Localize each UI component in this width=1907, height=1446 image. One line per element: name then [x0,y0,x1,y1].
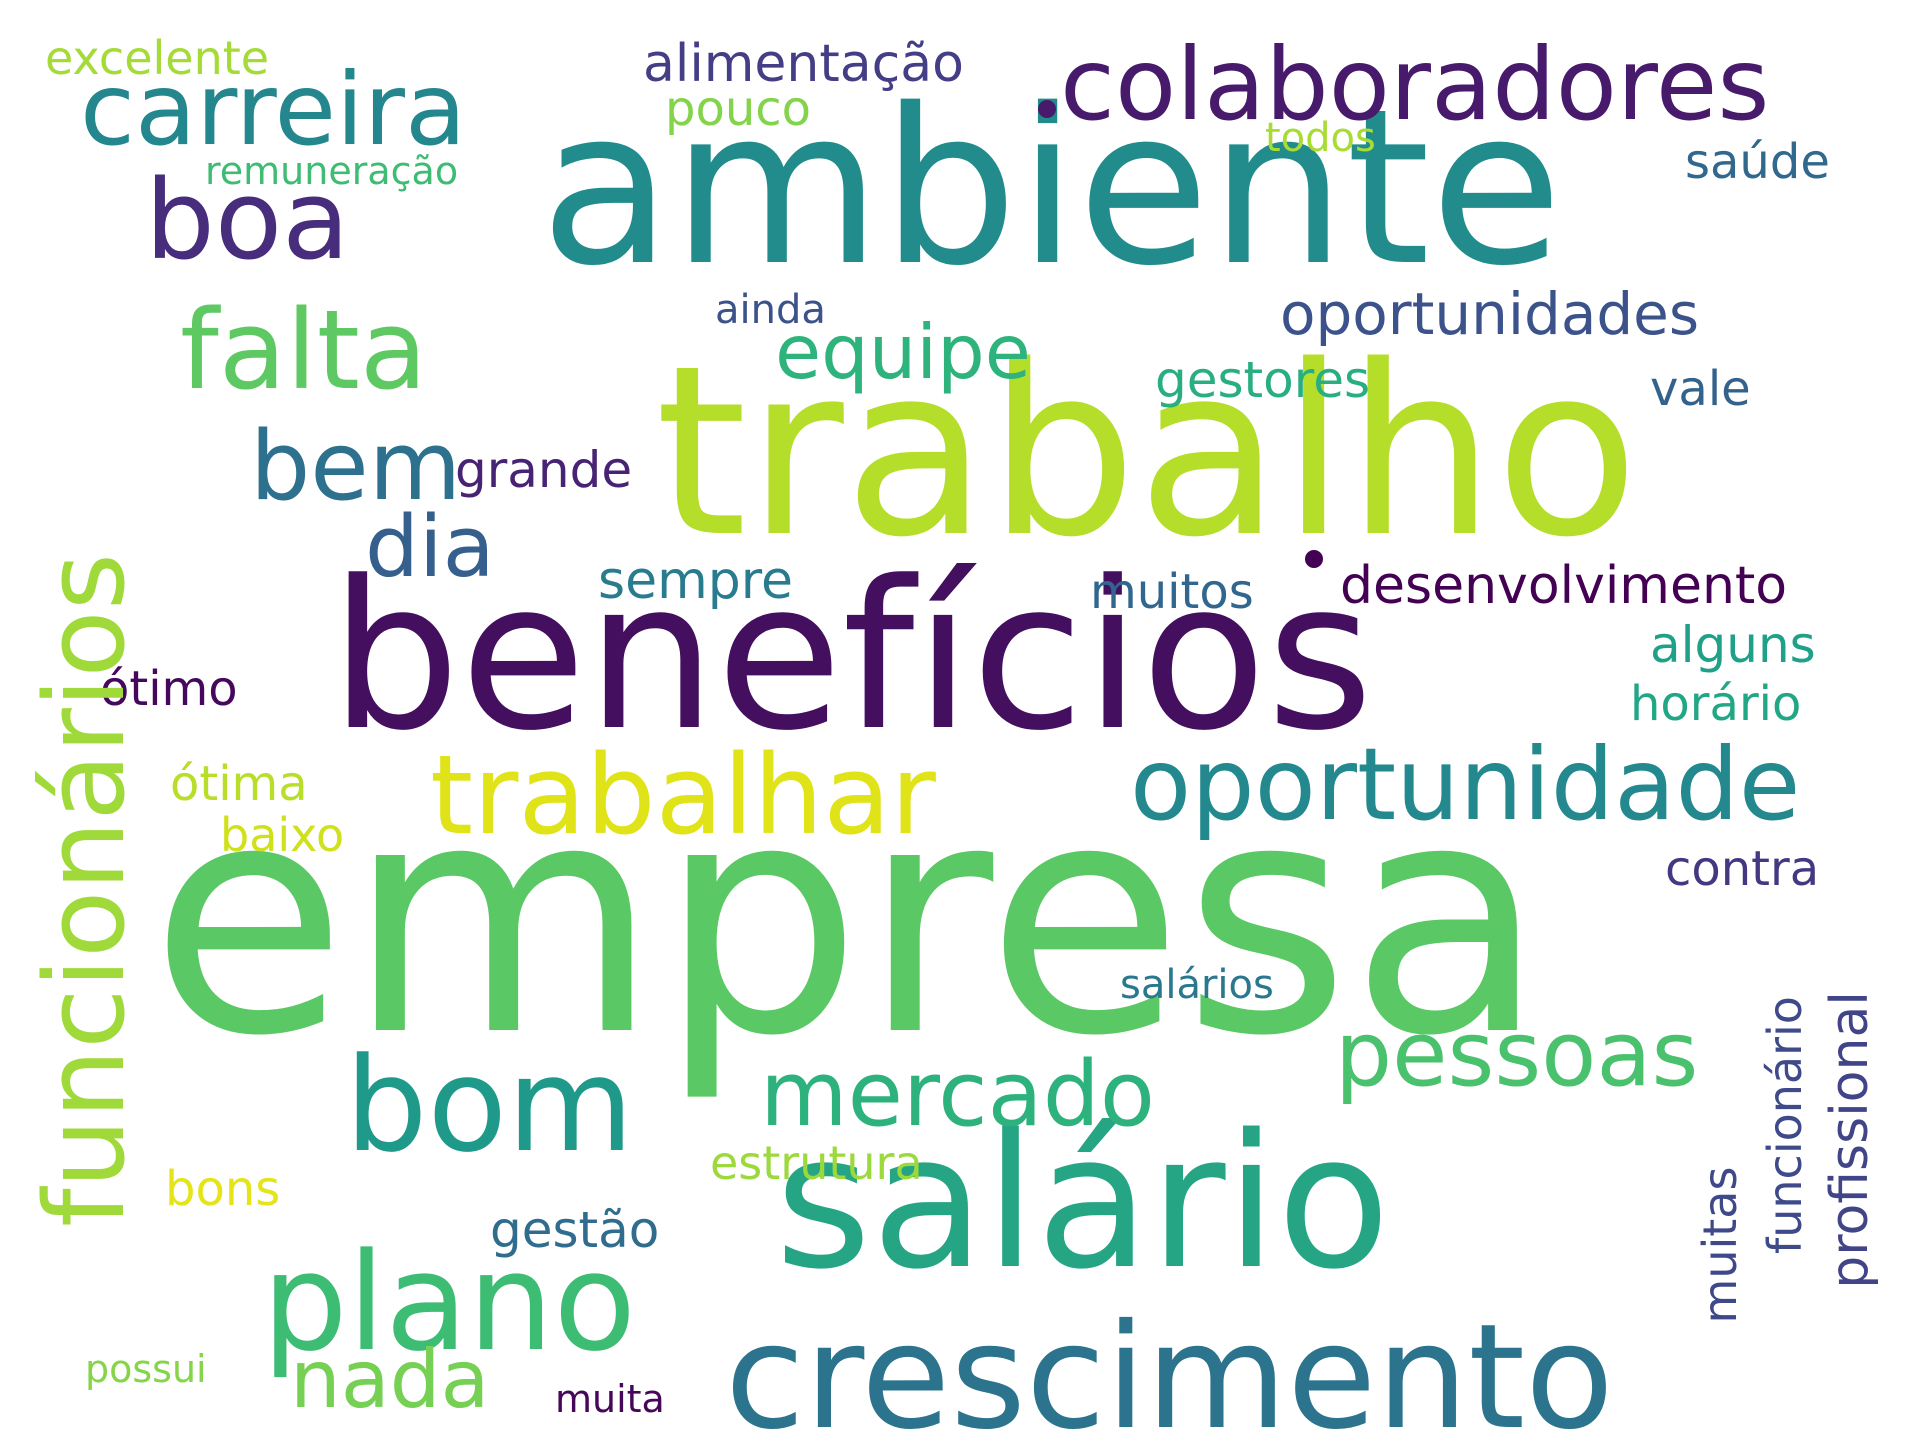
word-bem: bem [250,412,462,522]
word-bom: bom [345,1029,634,1181]
word-estrutura: estrutura [710,1136,923,1190]
word-nada: nada [290,1333,490,1426]
word-otima: ótima [170,756,308,812]
word-funcionario: funcionário [1758,996,1812,1254]
dot-1 [1305,550,1323,568]
word-equipe: equipe [775,308,1031,396]
dot-2 [1038,100,1056,118]
word-mercado: mercado [760,1042,1155,1147]
word-possui: possui [85,1347,207,1391]
word-plano: plano [262,1224,637,1381]
word-oportunidades: oportunidades [1280,280,1700,348]
word-alimentacao: alimentação [643,34,964,94]
word-grande: grande [455,441,633,499]
word-profissional: profissional [1820,991,1880,1289]
word-horario: horário [1630,676,1802,732]
word-oportunidade: oportunidade [1130,726,1801,843]
word-trabalho: trabalho [655,316,1639,589]
word-excelente: excelente [45,31,270,85]
word-salarios: salários [1120,962,1274,1008]
word-baixo: baixo [220,808,345,862]
word-todos: todos [1265,115,1376,161]
word-crescimento: crescimento [725,1293,1614,1446]
word-ainda: ainda [715,287,826,333]
word-muitos: muitos [1090,564,1254,620]
word-boa: boa [145,156,350,284]
word-saude: saúde [1685,134,1830,190]
word-muitas: muitas [1693,1166,1747,1324]
word-gestores: gestores [1155,351,1371,409]
word-bons: bons [165,1161,281,1217]
word-desenvolvimento: desenvolvimento [1340,556,1788,616]
word-funcionarios: funcionários [21,552,149,1228]
word-salario: salário [775,1094,1391,1310]
word-otimo: ótimo [100,661,238,717]
word-beneficios: benefícios [330,538,1374,776]
word-pouco: pouco [665,81,812,137]
word-contra: contra [1665,841,1820,897]
word-carreira: carreira [80,51,467,168]
word-remuneracao: remuneração [205,149,459,193]
word-gestao: gestão [490,1201,660,1259]
word-vale: vale [1650,361,1751,417]
word-empresa: empresa [150,734,1546,1106]
word-colaboradores: colaboradores [1060,26,1770,143]
word-trabalhar: trabalhar [430,731,936,859]
word-muita: muita [555,1377,665,1421]
word-pessoas: pessoas [1335,1002,1699,1107]
word-alguns: alguns [1650,616,1816,674]
word-falta: falta [180,286,428,414]
word-dia: dia [365,498,495,597]
word-sempre: sempre [598,551,793,611]
